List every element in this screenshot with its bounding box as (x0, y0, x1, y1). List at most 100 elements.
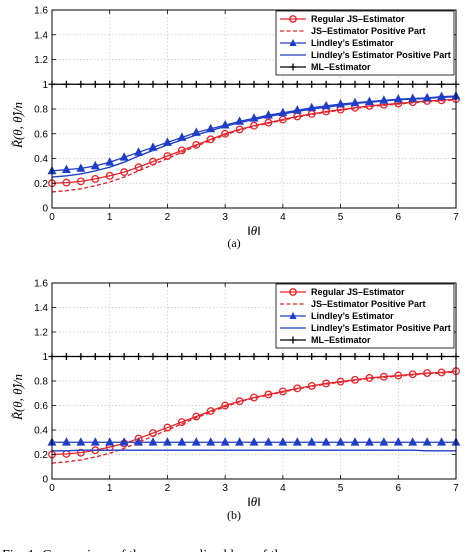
legend-marker (289, 39, 297, 46)
series-line (51, 98, 457, 184)
x-tick-label: 1 (107, 483, 113, 494)
data-point (163, 353, 171, 360)
subfigure-label: (a) (227, 236, 240, 250)
series-line (51, 99, 457, 193)
data-point (264, 353, 272, 360)
data-point (221, 129, 230, 138)
chart-panel: 0 1 2 3 4 5 6 7 0 0.2 0.4 0.6 0.8 1 1.2 1.4 1.6 ‖θ‖ R̃(θ, … (10, 6, 461, 250)
legend-marker (289, 288, 297, 296)
legend: Regular JS–Estimator JS–Estimator Positiv… (275, 10, 455, 76)
data-point (120, 353, 128, 360)
data-point (61, 437, 71, 446)
x-axis-label: ‖θ‖ (247, 494, 261, 509)
data-point (178, 80, 186, 88)
data-point (120, 80, 128, 88)
y-tick-label: 0.4 (34, 426, 48, 437)
x-tick-label: 4 (280, 483, 286, 494)
data-point (236, 80, 244, 88)
series-line (51, 95, 457, 178)
data-point (279, 80, 287, 88)
x-tick-label: 4 (280, 212, 286, 223)
data-point (119, 152, 129, 161)
data-point (191, 437, 201, 446)
legend-marker (289, 336, 297, 344)
data-point (178, 353, 186, 360)
data-point (221, 401, 230, 410)
x-tick-label: 5 (338, 483, 344, 494)
data-point (308, 80, 316, 88)
data-point (221, 353, 229, 360)
data-point (336, 437, 346, 446)
data-point (90, 160, 100, 170)
data-point (135, 80, 143, 88)
data-point (409, 353, 417, 360)
data-point (264, 80, 272, 88)
data-point (119, 437, 129, 446)
data-point (106, 80, 114, 88)
data-point (106, 353, 114, 360)
y-tick-label: 1 (42, 80, 48, 91)
legend-label: ML–Estimator (311, 62, 371, 72)
data-point (192, 140, 201, 149)
y-axis-label: R̃(θ, θ̂)/n (10, 102, 25, 149)
data-point (380, 80, 388, 88)
data-point (422, 437, 432, 446)
data-point (177, 437, 187, 446)
data-point (105, 437, 115, 446)
data-point (365, 353, 373, 360)
data-point (76, 448, 85, 457)
caption-text: Fig. 1: Comparison of the ... normalized… (2, 548, 302, 552)
data-point (221, 80, 229, 88)
data-point (148, 437, 158, 446)
data-point (278, 387, 287, 396)
legend-label: Lindley’s Estimator (311, 311, 394, 321)
series-line (52, 449, 456, 452)
data-point (62, 80, 70, 88)
data-point (279, 353, 287, 360)
y-tick-label: 0.2 (34, 179, 48, 190)
x-tick-label: 3 (222, 483, 228, 494)
x-tick-label: 2 (165, 212, 171, 223)
y-tick-label: 1.2 (34, 55, 48, 66)
data-point (337, 353, 345, 360)
x-tick-label: 6 (396, 483, 402, 494)
data-point (192, 353, 200, 360)
data-point (350, 437, 360, 446)
data-point (322, 379, 331, 388)
y-axis-label: R̃(θ, θ̂)/n (10, 374, 25, 421)
data-point (76, 177, 85, 186)
x-tick-label: 6 (396, 212, 402, 223)
data-point (77, 80, 85, 88)
y-tick-label: 0.8 (34, 105, 48, 116)
data-point (90, 437, 100, 446)
x-axis-label: ‖θ‖ (247, 223, 261, 238)
data-point (293, 80, 301, 88)
data-point (105, 171, 114, 180)
data-point (134, 437, 144, 446)
data-point (322, 353, 330, 360)
x-tick-label: 0 (49, 483, 55, 494)
legend-label: JS–Estimator Positive Part (311, 26, 426, 36)
data-point (351, 353, 359, 360)
data-point (394, 353, 402, 360)
y-tick-label: 1.6 (34, 6, 48, 17)
data-point (308, 353, 316, 360)
data-point (91, 80, 99, 88)
data-point (62, 353, 70, 360)
data-point (351, 80, 359, 88)
x-tick-label: 0 (49, 212, 55, 223)
data-point (149, 80, 157, 88)
data-point (423, 353, 431, 360)
data-point (220, 437, 230, 446)
data-point (250, 80, 258, 88)
data-point (278, 437, 288, 446)
data-point (61, 164, 71, 174)
legend-label: Lindley’s Estimator (311, 38, 394, 48)
x-tick-label: 5 (338, 212, 344, 223)
data-point (379, 437, 389, 446)
legend-label: JS–Estimator Positive Part (311, 299, 426, 309)
data-point (236, 353, 244, 360)
y-tick-label: 0 (42, 475, 48, 486)
legend-marker (289, 312, 297, 319)
